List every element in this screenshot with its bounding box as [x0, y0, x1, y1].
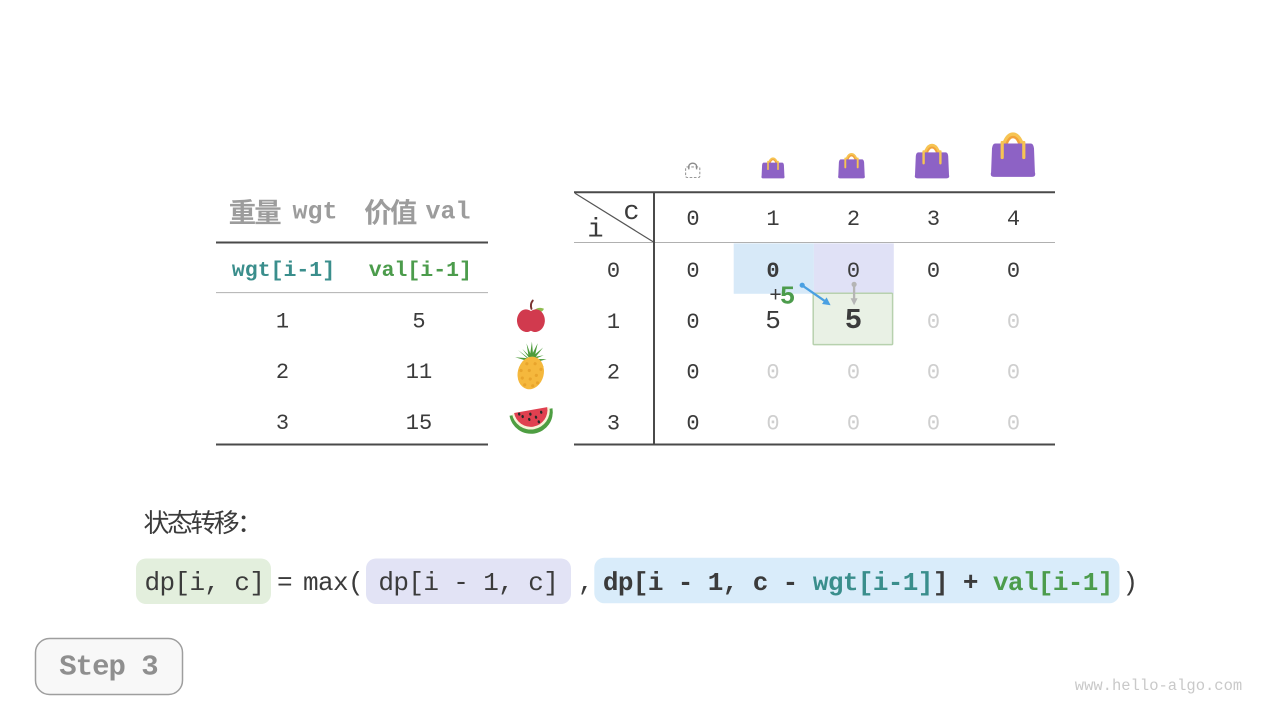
svg-text:www.hello-algo.com: www.hello-algo.com	[1075, 677, 1242, 695]
svg-text:3: 3	[607, 411, 620, 436]
svg-text:): )	[1123, 568, 1138, 598]
svg-text:0: 0	[686, 310, 699, 335]
svg-text:0: 0	[686, 207, 699, 232]
svg-text:5: 5	[412, 309, 425, 334]
svg-text:3: 3	[276, 411, 289, 436]
svg-text:0: 0	[1007, 361, 1020, 386]
svg-text:dp[i, c]: dp[i, c]	[145, 568, 265, 598]
svg-text:2: 2	[276, 360, 289, 385]
svg-text:c: c	[623, 198, 639, 228]
svg-text:0: 0	[607, 259, 620, 284]
svg-text:5: 5	[845, 304, 862, 337]
svg-text:0: 0	[927, 310, 940, 335]
svg-text:2: 2	[607, 361, 620, 386]
svg-text:0: 0	[847, 259, 860, 284]
svg-text:dp[i - 1, c -: dp[i - 1, c -	[603, 568, 813, 598]
svg-text:0: 0	[766, 411, 779, 436]
svg-text:+: +	[948, 568, 993, 598]
svg-text:1: 1	[766, 207, 779, 232]
svg-text:0: 0	[927, 361, 940, 386]
svg-text:0: 0	[766, 361, 779, 386]
svg-text:wgt[i-1]: wgt[i-1]	[813, 568, 933, 598]
svg-text:val: val	[425, 198, 470, 227]
svg-text:max(: max(	[303, 568, 363, 598]
svg-text:]: ]	[933, 568, 948, 598]
svg-text:1: 1	[276, 309, 289, 334]
svg-text:0: 0	[1007, 411, 1020, 436]
svg-text:val[i-1]: val[i-1]	[993, 568, 1113, 598]
svg-text:Step 3: Step 3	[59, 651, 157, 684]
svg-text:,: ,	[578, 568, 593, 598]
svg-text:0: 0	[766, 259, 779, 284]
svg-text:2: 2	[847, 207, 860, 232]
svg-text:0: 0	[927, 259, 940, 284]
svg-text:11: 11	[406, 360, 432, 385]
svg-text:+: +	[769, 286, 782, 309]
svg-text:0: 0	[686, 361, 699, 386]
svg-text:0: 0	[1007, 259, 1020, 284]
svg-text:15: 15	[406, 411, 432, 436]
svg-text:wgt[i-1]: wgt[i-1]	[232, 259, 335, 283]
svg-text:0: 0	[927, 411, 940, 436]
svg-text:0: 0	[686, 411, 699, 436]
svg-text:dp[i - 1, c]: dp[i - 1, c]	[378, 568, 558, 598]
svg-text:i: i	[587, 215, 603, 245]
svg-text:4: 4	[1007, 207, 1020, 232]
svg-text:=: =	[277, 568, 292, 598]
svg-text:0: 0	[686, 259, 699, 284]
svg-text:val[i-1]: val[i-1]	[369, 259, 472, 283]
svg-text:1: 1	[607, 310, 620, 335]
svg-text:0: 0	[847, 411, 860, 436]
svg-text:5: 5	[780, 281, 796, 311]
svg-text:0: 0	[1007, 310, 1020, 335]
svg-text:5: 5	[765, 306, 781, 336]
svg-text:3: 3	[927, 207, 940, 232]
svg-text:0: 0	[847, 361, 860, 386]
svg-text:wgt: wgt	[292, 198, 337, 227]
